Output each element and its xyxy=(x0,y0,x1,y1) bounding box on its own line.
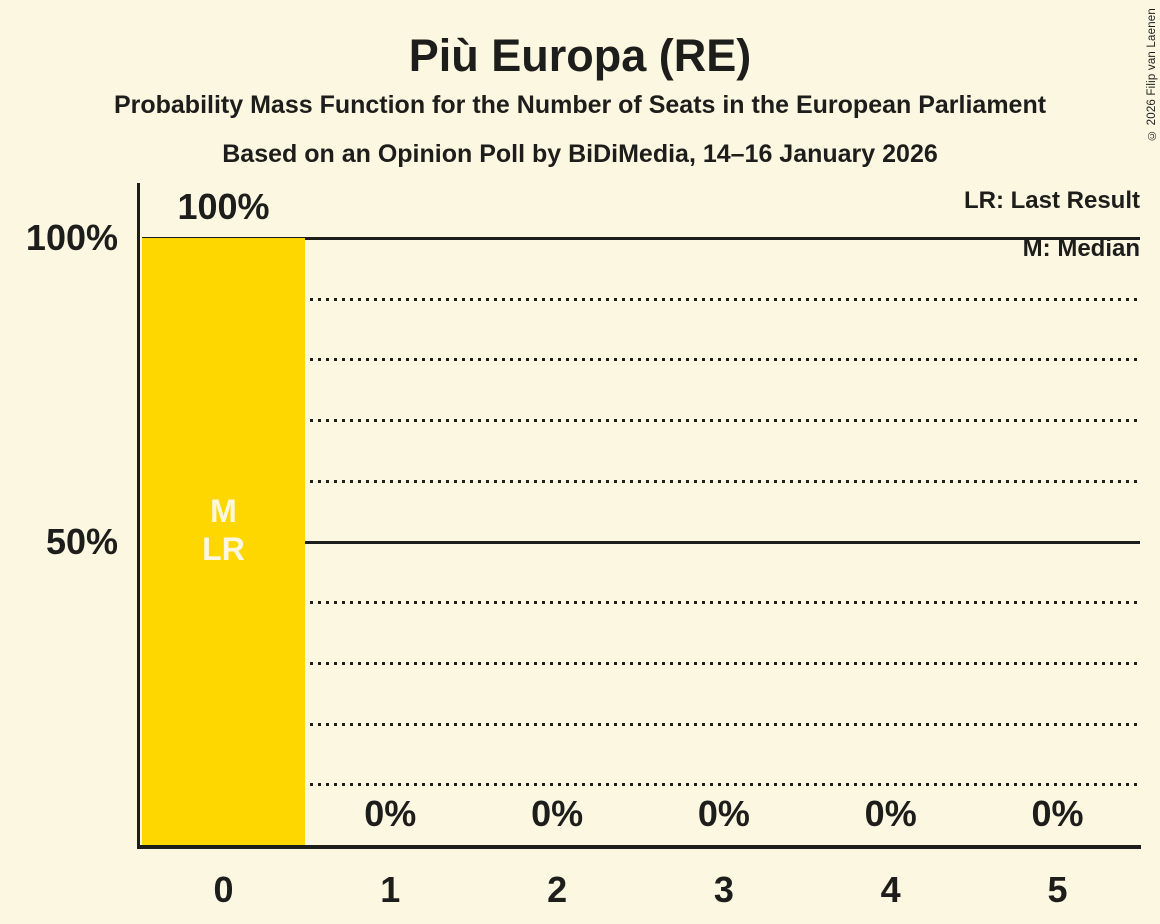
gridline-solid-50pct xyxy=(142,540,1140,544)
gridline-dotted-20pct xyxy=(142,722,1140,726)
chart-source-line: Based on an Opinion Poll by BiDiMedia, 1… xyxy=(222,140,938,168)
x-axis-category-label-5: 5 xyxy=(1047,869,1068,910)
gridline-dotted-30pct xyxy=(142,661,1140,665)
bar-marker-lr: LR xyxy=(202,531,245,567)
gridline-dotted-60pct xyxy=(142,479,1140,483)
x-axis-category-label-4: 4 xyxy=(880,869,901,910)
bar-value-label-0: 100% xyxy=(177,186,270,227)
gridline-dotted-70pct xyxy=(142,419,1140,423)
copyright-text: © 2026 Filip van Laenen xyxy=(1146,8,1158,141)
chart-title: Più Europa (RE) xyxy=(408,30,752,81)
legend-last-result: LR: Last Result xyxy=(963,187,1140,214)
y-axis-line xyxy=(137,183,140,849)
bar-value-label-3: 0% xyxy=(697,793,750,834)
y-axis-tick-label-50: 50% xyxy=(45,520,118,562)
gridline-dotted-80pct xyxy=(142,358,1140,362)
gridline-solid-100pct xyxy=(142,237,1140,240)
x-axis-category-label-0: 0 xyxy=(213,869,234,910)
bar-value-label-4: 0% xyxy=(864,793,917,834)
y-axis-tick-label-100: 100% xyxy=(25,217,118,258)
gridline-dotted-90pct xyxy=(142,297,1140,301)
legend-median: M: Median xyxy=(1022,235,1140,262)
x-axis-category-label-3: 3 xyxy=(713,869,734,910)
gridline-dotted-40pct xyxy=(142,601,1140,605)
bar-value-label-1: 0% xyxy=(364,793,417,834)
x-axis-category-label-2: 2 xyxy=(547,869,568,910)
bar-marker-block: M LR xyxy=(142,492,305,568)
gridline-dotted-10pct xyxy=(142,783,1140,787)
x-axis-category-label-1: 1 xyxy=(380,869,401,910)
bar-value-label-2: 0% xyxy=(531,793,584,834)
bar-marker-m: M xyxy=(210,493,237,529)
bar-value-label-5: 0% xyxy=(1031,793,1084,834)
chart-subtitle: Probability Mass Function for the Number… xyxy=(113,91,1047,119)
bar-seats-0 xyxy=(142,238,305,845)
x-axis-line xyxy=(137,845,1141,849)
